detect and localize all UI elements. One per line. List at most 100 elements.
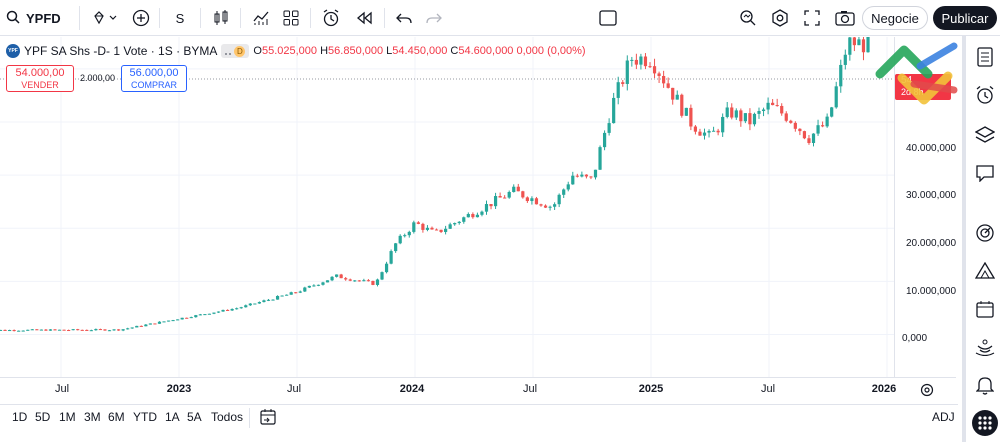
adj-toggle[interactable]: ADJ [932, 410, 955, 424]
candle-body [321, 282, 325, 285]
calendar-icon[interactable] [970, 294, 1000, 324]
time-axis[interactable] [0, 377, 956, 403]
range-5a[interactable]: 5A [187, 410, 202, 424]
diamond-dropdown-button[interactable] [86, 6, 126, 30]
close-value: 54.600,000 [458, 45, 514, 57]
candles-icon[interactable] [208, 6, 234, 30]
add-symbol-icon[interactable] [128, 6, 154, 30]
candle-body [235, 308, 239, 310]
undo-icon[interactable] [392, 6, 416, 30]
fullscreen-panel-icon[interactable] [596, 6, 620, 30]
replay-icon[interactable] [352, 6, 378, 30]
candle-body [593, 169, 598, 178]
candle-body [557, 194, 561, 205]
candle-body [230, 308, 234, 311]
apps-grid-icon[interactable] [970, 408, 1000, 438]
range-6m[interactable]: 6M [108, 410, 125, 424]
goto-date-icon[interactable] [259, 408, 277, 431]
candle-body [825, 116, 829, 127]
sell-label: VENDER [21, 80, 59, 90]
range-ytd[interactable]: YTD [133, 410, 157, 424]
indicators-icon[interactable] [248, 6, 274, 30]
notifications-bell-icon[interactable] [970, 370, 1000, 400]
camera-icon[interactable] [832, 6, 858, 30]
low-label: L [386, 45, 393, 57]
ideas-icon[interactable] [970, 256, 1000, 286]
price-tick: 20.000,000 [906, 238, 957, 249]
right-sidebar [962, 36, 1000, 442]
high-label: H [320, 45, 329, 57]
candle-body [462, 217, 466, 222]
symbol-legend[interactable]: YPF YPF SA Shs -D- 1 Vote · 1S · BYMA D … [6, 43, 586, 59]
dots-icon [224, 47, 232, 55]
interval-button[interactable]: S [175, 10, 185, 26]
candle-body [0, 329, 3, 331]
candle-body [771, 102, 775, 106]
time-tick: Jul [54, 383, 70, 395]
price-chart[interactable] [0, 37, 894, 377]
settings-gear-icon[interactable] [768, 6, 792, 30]
range-1a[interactable]: 1A [165, 410, 180, 424]
candle-body [748, 113, 752, 125]
time-tick: 2024 [399, 383, 425, 395]
target-icon[interactable] [970, 218, 1000, 248]
candle-body [312, 285, 316, 287]
candle-body [512, 186, 516, 193]
candle-body [216, 311, 221, 313]
candle-body [194, 315, 198, 318]
buy-button[interactable]: 56.000,00 COMPRAR [121, 65, 187, 92]
sell-button[interactable]: 54.000,00 VENDER [6, 65, 74, 92]
sell-price: 54.000,00 [15, 67, 65, 79]
candle-body [266, 299, 271, 301]
candle-body [285, 294, 289, 296]
search-icon [6, 10, 20, 27]
quick-search-icon[interactable] [736, 6, 760, 30]
candle-body [448, 224, 452, 229]
candle-body [139, 325, 143, 327]
candle-body [725, 107, 729, 117]
market-status[interactable]: D [221, 44, 250, 58]
candle-body [566, 184, 570, 190]
chat-icon[interactable] [970, 158, 1000, 188]
candle-body [153, 323, 157, 325]
candle-body [489, 204, 493, 207]
layout-grid-icon[interactable] [278, 6, 304, 30]
candle-body [612, 97, 616, 124]
layers-icon[interactable] [970, 120, 1000, 150]
candle-body [539, 204, 543, 206]
candle-body [221, 309, 225, 312]
candle-body [830, 107, 834, 117]
candle-body [425, 227, 430, 230]
candle-body [180, 317, 184, 320]
candle-body [416, 222, 420, 224]
publicar-button[interactable]: Publicar [933, 6, 997, 30]
range-3m[interactable]: 3M [84, 410, 101, 424]
range-1m[interactable]: 1M [59, 410, 76, 424]
candle-body [521, 191, 525, 198]
toolbar-divider [240, 8, 241, 28]
candle-body [607, 123, 611, 133]
candle-body [48, 329, 53, 331]
broadcast-icon[interactable] [970, 332, 1000, 362]
range-5d[interactable]: 5D [35, 410, 51, 424]
range-todos[interactable]: Todos [211, 410, 244, 424]
symbol-search[interactable]: YPFD [0, 6, 80, 30]
candle-body [866, 37, 870, 53]
alert-clock-icon[interactable] [318, 6, 344, 30]
candle-body [394, 243, 398, 252]
price-axis[interactable] [894, 37, 956, 377]
negocie-button[interactable]: Negocie [862, 6, 928, 30]
candle-body [212, 312, 216, 314]
candle-body [57, 329, 62, 331]
candle-body [716, 130, 720, 133]
candle-body [103, 329, 107, 331]
alerts-clock-icon[interactable] [970, 80, 1000, 110]
chart-settings-icon[interactable] [920, 383, 934, 402]
candle-body [634, 59, 638, 65]
range-1d[interactable]: 1D [12, 410, 28, 424]
candle-body [671, 87, 675, 100]
redo-icon[interactable] [422, 6, 446, 30]
candle-body [811, 133, 816, 144]
watchlist-icon[interactable] [970, 42, 1000, 72]
fullscreen-icon[interactable] [800, 6, 824, 30]
